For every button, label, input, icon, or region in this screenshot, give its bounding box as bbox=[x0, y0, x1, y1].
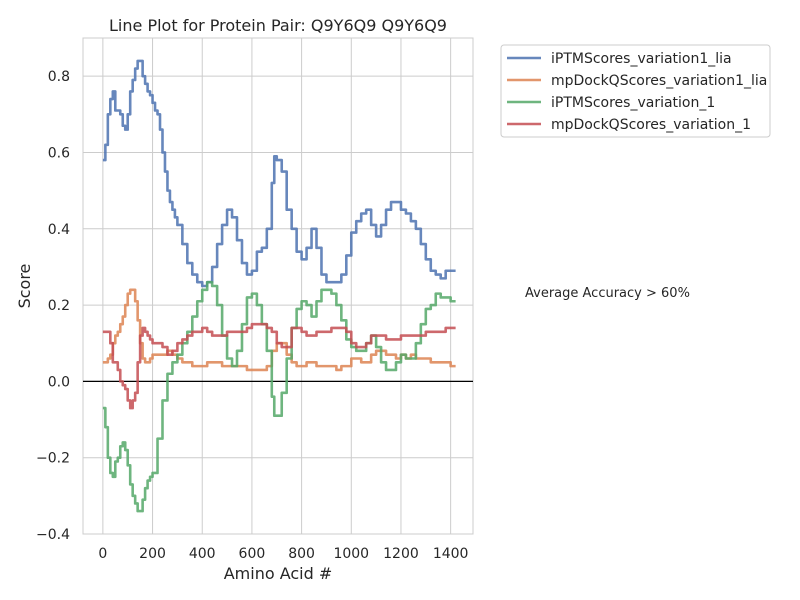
x-axis-ticks: 0 200 400 600 800 1000 1200 1400 bbox=[98, 546, 468, 562]
y-tick-label: 0.6 bbox=[48, 145, 70, 161]
y-tick-label: −0.2 bbox=[36, 451, 70, 467]
x-tick-label: 800 bbox=[288, 546, 315, 562]
legend-entry-label: iPTMScores_variation_1 bbox=[551, 95, 715, 111]
series-line-2 bbox=[102, 288, 456, 372]
series-lines bbox=[102, 59, 456, 513]
x-tick-label: 200 bbox=[139, 546, 166, 562]
x-tick-label: 400 bbox=[189, 546, 216, 562]
y-tick-label: 0.2 bbox=[48, 298, 70, 314]
y-axis-label: Score bbox=[15, 264, 34, 309]
x-tick-label: 1200 bbox=[383, 546, 419, 562]
legend-entry-label: iPTMScores_variation1_lia bbox=[551, 51, 732, 67]
x-tick-label: 1400 bbox=[433, 546, 469, 562]
y-tick-label: −0.4 bbox=[36, 527, 70, 543]
y-tick-label: 0.0 bbox=[48, 374, 70, 390]
legend-entry-label: mpDockQScores_variation_1 bbox=[551, 117, 751, 133]
annotation-text: Average Accuracy > 60% bbox=[525, 286, 690, 301]
legend-entry-label: mpDockQScores_variation1_lia bbox=[551, 73, 767, 89]
series-line-4 bbox=[102, 322, 456, 410]
x-axis-label: Amino Acid # bbox=[224, 564, 333, 583]
series-line-3 bbox=[102, 280, 456, 513]
y-tick-label: 0.4 bbox=[48, 222, 70, 238]
y-tick-label: 0.8 bbox=[48, 69, 70, 85]
series-line-1 bbox=[102, 59, 456, 288]
legend: iPTMScores_variation1_lia mpDockQScores_v… bbox=[500, 44, 771, 138]
plot-area bbox=[82, 37, 474, 535]
legend-box bbox=[500, 44, 771, 138]
y-axis-ticks: −0.4 −0.2 0.0 0.2 0.4 0.6 0.8 bbox=[36, 69, 70, 543]
x-tick-label: 1000 bbox=[333, 546, 369, 562]
x-tick-label: 600 bbox=[239, 546, 266, 562]
x-tick-label: 0 bbox=[98, 546, 107, 562]
chart-title: Line Plot for Protein Pair: Q9Y6Q9 Q9Y6Q… bbox=[109, 16, 447, 35]
